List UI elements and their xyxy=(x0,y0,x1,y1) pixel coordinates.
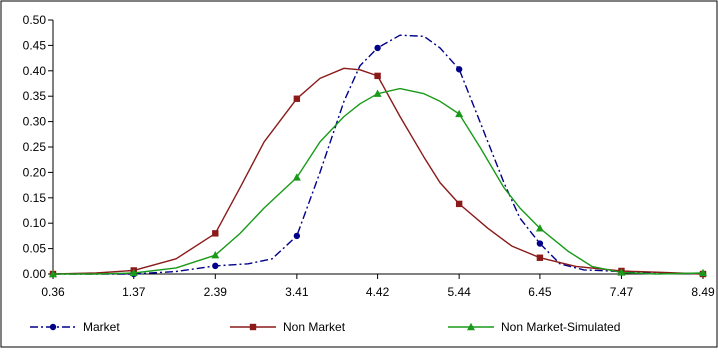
series-non-market-simulated xyxy=(49,87,707,278)
data-point xyxy=(455,109,464,118)
y-tick-label: 0.40 xyxy=(23,64,47,78)
x-tick-label: 8.49 xyxy=(691,285,715,299)
data-point xyxy=(699,268,707,277)
legend: Market Non Market Non Market-Simulated xyxy=(30,320,620,334)
x-tick-label: 3.41 xyxy=(285,285,309,299)
y-tick-label: 0.35 xyxy=(23,89,47,103)
x-tick-label: 5.44 xyxy=(447,285,471,299)
data-point xyxy=(293,232,301,240)
data-point xyxy=(455,66,463,73)
x-tick-label: 1.37 xyxy=(122,285,146,299)
legend-label: Non Market-Simulated xyxy=(501,320,620,334)
y-tick-label: 0.05 xyxy=(23,242,47,256)
data-point xyxy=(536,240,544,247)
legend-label: Market xyxy=(83,320,120,334)
data-point xyxy=(292,173,301,181)
data-point xyxy=(467,322,475,331)
legend-item: Non Market xyxy=(230,320,346,334)
data-point xyxy=(535,224,544,232)
data-point xyxy=(212,262,219,270)
x-tick-label: 0.36 xyxy=(41,285,65,299)
y-tick-label: 0.20 xyxy=(23,165,47,179)
data-point xyxy=(49,269,57,278)
data-point xyxy=(211,251,220,259)
data-point xyxy=(455,200,463,208)
data-point xyxy=(129,268,138,277)
y-tick-label: 0.45 xyxy=(23,38,47,52)
y-tick-label: 0.00 xyxy=(23,267,47,281)
y-tick-label: 0.50 xyxy=(23,13,47,27)
legend-label: Non Market xyxy=(283,320,346,334)
data-point xyxy=(374,72,381,80)
data-point xyxy=(249,323,257,331)
y-axis: 0.00 0.05 0.10 0.15 0.20 0.25 0.30 0.35 0.40 0.45… xyxy=(23,13,54,281)
legend-item: Non Market-Simulated xyxy=(448,320,620,334)
data-point xyxy=(212,230,219,237)
x-tick-label: 7.47 xyxy=(610,285,634,299)
x-axis: 0.36 1.37 2.39 3.41 4.42 5.44 6.45 7.47 8.49 xyxy=(41,273,715,299)
x-tick-label: 4.42 xyxy=(366,285,390,299)
chart-area-border xyxy=(0,0,718,348)
legend-item: Market xyxy=(30,320,120,334)
y-tick-label: 0.15 xyxy=(23,191,47,205)
y-tick-label: 0.25 xyxy=(23,140,47,154)
y-tick-label: 0.30 xyxy=(23,115,47,129)
data-point xyxy=(373,89,382,97)
data-point xyxy=(374,44,381,52)
data-point xyxy=(49,323,57,331)
data-point xyxy=(536,254,544,261)
x-tick-label: 2.39 xyxy=(204,285,228,299)
plot-series xyxy=(49,34,707,278)
data-point xyxy=(617,268,626,276)
x-tick-label: 6.45 xyxy=(528,285,552,299)
data-point xyxy=(293,95,301,102)
y-tick-label: 0.10 xyxy=(23,216,47,230)
